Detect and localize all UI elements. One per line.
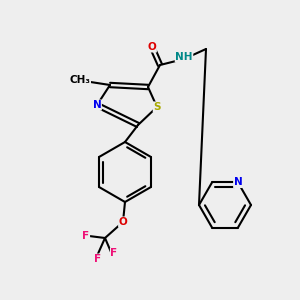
Text: S: S [153,102,161,112]
Text: O: O [118,217,127,227]
Text: N: N [234,178,242,188]
Text: NH: NH [175,52,193,62]
Text: F: F [110,248,118,258]
Text: F: F [82,231,90,241]
Text: N: N [93,100,101,110]
Text: F: F [94,254,102,264]
Text: CH₃: CH₃ [70,75,91,85]
Text: O: O [148,42,156,52]
